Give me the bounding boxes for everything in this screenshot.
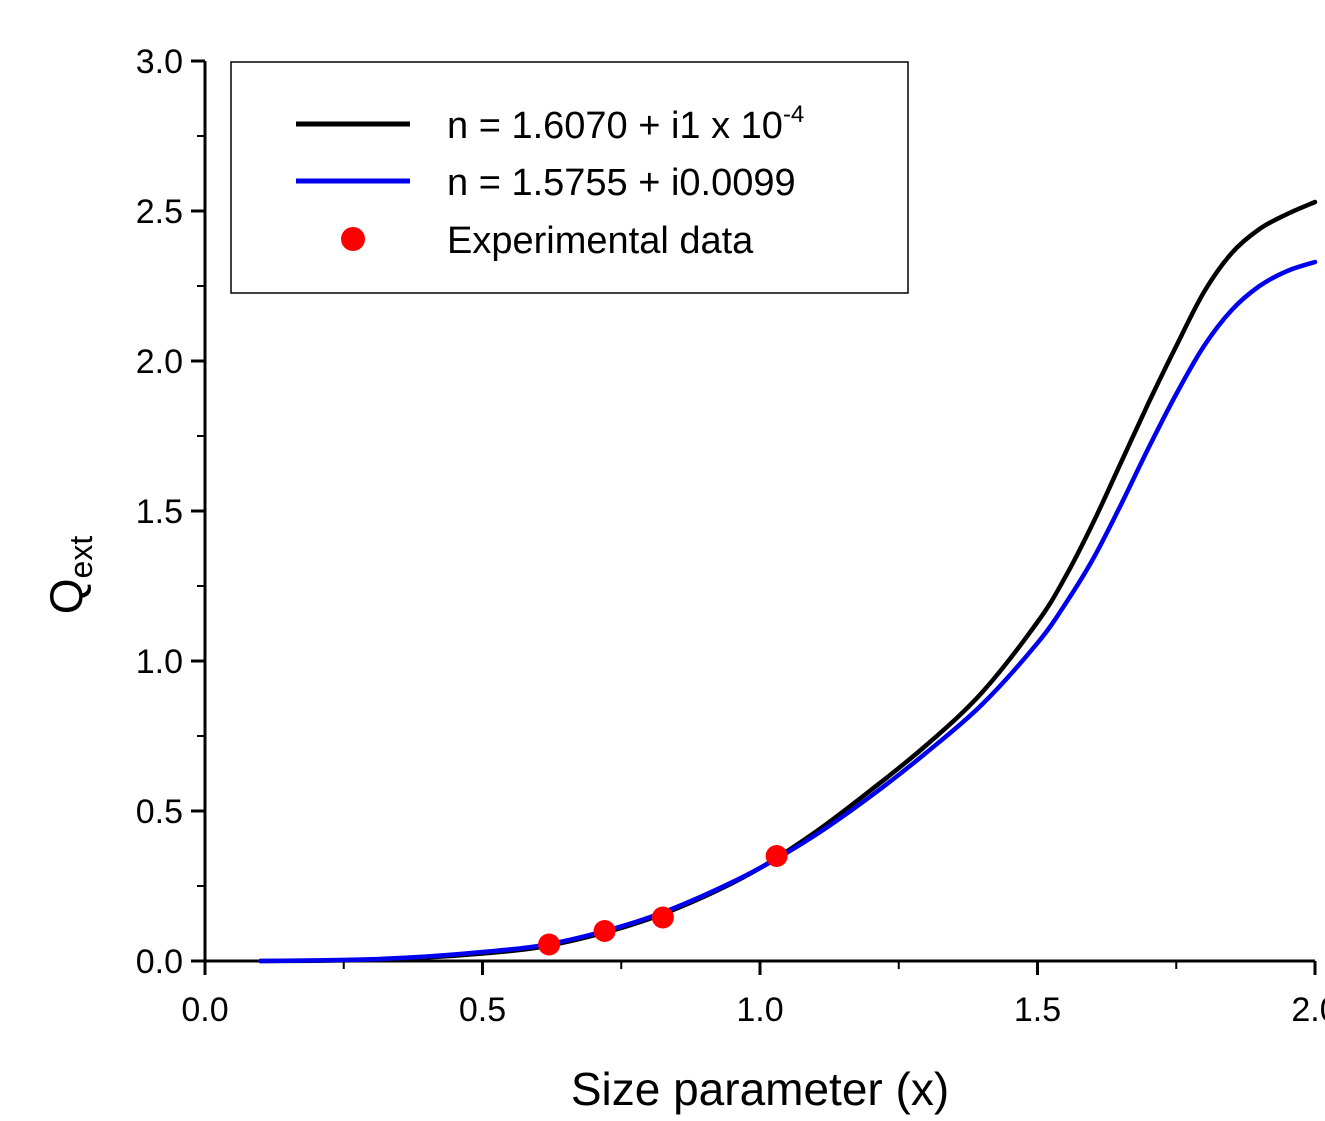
plot-area: 0.0 0.5 1.0 1.5 2.0 2.5 3.0 0.0 0.5 1.0 1.5 2.0 xyxy=(136,43,1325,1029)
x-tick-label: 0.0 xyxy=(181,991,228,1029)
experimental-data-point xyxy=(651,906,674,929)
y-tick-label: 1.5 xyxy=(136,493,183,531)
y-tick-label: 2.0 xyxy=(136,343,183,381)
legend-marker-experimental xyxy=(341,227,365,251)
y-axis-title-main: Q xyxy=(40,578,92,614)
x-tick-label: 1.0 xyxy=(736,991,783,1029)
y-tick-label: 3.0 xyxy=(136,43,183,81)
y-tick-label: 0.0 xyxy=(136,943,183,981)
y-tick-label: 0.5 xyxy=(136,793,183,831)
legend-box xyxy=(230,61,909,294)
x-tick-label: 2.0 xyxy=(1291,991,1325,1029)
series-points xyxy=(538,845,788,956)
x-tick-label: 0.5 xyxy=(459,991,506,1029)
y-axis-title: Qext xyxy=(40,536,99,615)
legend: n = 1.6070 + i1 x 10-4 n = 1.5755 + i0.0… xyxy=(230,61,909,294)
experimental-data-point xyxy=(538,933,561,956)
experimental-data-point xyxy=(765,845,788,867)
x-tick-label: 1.5 xyxy=(1014,991,1061,1029)
y-tick-label: 2.5 xyxy=(136,193,183,231)
y-axis-title-sub: ext xyxy=(63,536,99,579)
series-lines xyxy=(258,199,1318,964)
experimental-data-point xyxy=(593,920,616,942)
legend-label-experimental: Experimental data xyxy=(447,220,754,262)
y-ticks: 0.0 0.5 1.0 1.5 2.0 2.5 3.0 xyxy=(136,43,205,981)
legend-label-series-2: n = 1.5755 + i0.0099 xyxy=(447,162,796,204)
x-axis-title: Size parameter (x) xyxy=(571,1063,949,1115)
svg-text:Qext: Qext xyxy=(40,536,99,615)
x-ticks: 0.0 0.5 1.0 1.5 2.0 xyxy=(181,961,1325,1029)
y-tick-label: 1.0 xyxy=(136,643,183,681)
legend-label-series-1: n = 1.6070 + i1 x 10-4 xyxy=(447,101,804,147)
series-line-2 xyxy=(258,259,1318,964)
series-line-1 xyxy=(258,199,1318,964)
